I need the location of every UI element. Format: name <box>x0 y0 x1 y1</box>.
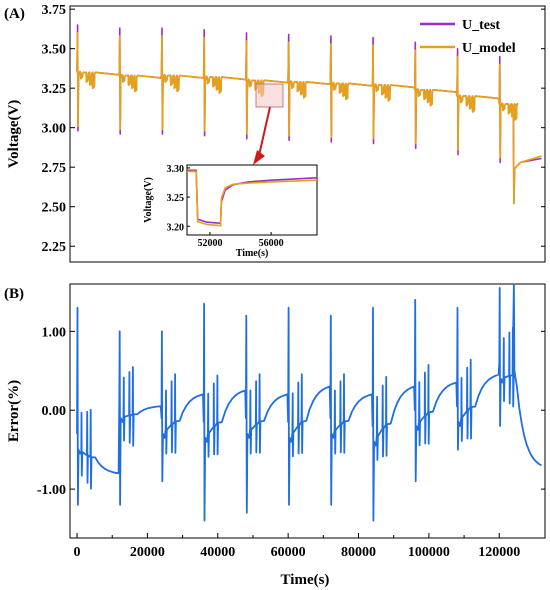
panel-b-xtick-label: 120000 <box>478 545 520 560</box>
panel-a-ytick-label: 3.75 <box>42 3 67 18</box>
panel-b-xtick-label: 40000 <box>200 545 235 560</box>
panel-a-ytick-label: 2.25 <box>42 240 67 255</box>
inset-ylabel: Voltage(V) <box>143 177 154 223</box>
panel-b-xtick-label: 20000 <box>130 545 165 560</box>
panel-b-xtick-label: 0 <box>74 545 81 560</box>
inset-ticks: 3.20 3.25 3.30 52000 56000 <box>167 164 284 249</box>
panel-a-series <box>76 24 542 205</box>
zoom-highlight-box <box>255 83 284 108</box>
panel-b-xtick-label: 60000 <box>271 545 306 560</box>
panel-a-ytick-label: 2.75 <box>42 161 67 176</box>
panel-b-ylabel: Error(%) <box>6 380 22 442</box>
panel-b-xlabel: Time(s) <box>281 572 330 588</box>
panel-a-ytick-label: 3.50 <box>42 43 67 58</box>
series-line-u-model <box>76 32 542 205</box>
panel-a: (A) Voltage(V) 2.25 2.50 2.75 3.00 3.25 3.50 3… <box>4 3 546 263</box>
inset-frame <box>186 164 318 236</box>
inset-xtick-label: 52000 <box>197 238 222 249</box>
zoom-arrow-shaft <box>257 106 271 161</box>
panel-b-xtick-label: 100000 <box>408 545 450 560</box>
series-line-error <box>76 283 542 522</box>
inset-ytick-label: 3.30 <box>167 164 185 175</box>
panel-b-frame <box>69 283 546 539</box>
panel-b-xticks: 0 20000 40000 60000 80000 100000 120000 <box>74 533 520 560</box>
inset-line-u-model <box>187 170 318 227</box>
panel-a-ytick-label: 2.50 <box>42 201 67 216</box>
panel-b-label: (B) <box>4 286 24 302</box>
panel-a-ylabel: Voltage(V) <box>6 100 22 169</box>
inset-xtick-label: 56000 <box>259 238 284 249</box>
inset-xlabel: Time(s) <box>236 248 269 259</box>
inset-chart: 3.20 3.25 3.30 52000 56000 Time(s) Voltage(V… <box>143 164 318 259</box>
panel-a-frame <box>69 5 546 263</box>
panel-b-yticks: -1.00 0.00 1.00 <box>37 325 545 498</box>
panel-b-series <box>76 283 542 522</box>
inset-ytick-label: 3.25 <box>167 193 185 204</box>
panel-a-ytick-label: 3.00 <box>42 122 67 137</box>
legend: U_test U_model <box>420 18 516 56</box>
panel-a-ytick-label: 3.25 <box>42 82 67 97</box>
panel-b-ytick-label: -1.00 <box>37 483 66 498</box>
panel-b: (B) Error(%) -1.00 0.00 1.00 0 20000 40000 60… <box>4 283 546 588</box>
panel-b-ytick-label: 0.00 <box>42 404 67 419</box>
inset-ytick-label: 3.20 <box>167 222 185 233</box>
inset-series <box>187 169 318 227</box>
panel-b-xtick-label: 80000 <box>341 545 376 560</box>
legend-label-u-test: U_test <box>462 18 500 33</box>
zoom-arrow-head <box>253 150 265 165</box>
panel-a-label: (A) <box>4 6 25 22</box>
panel-a-yticks: 2.25 2.50 2.75 3.00 3.25 3.50 3.75 <box>42 3 545 255</box>
panel-b-ytick-label: 1.00 <box>42 325 67 340</box>
legend-label-u-model: U_model <box>462 41 516 56</box>
